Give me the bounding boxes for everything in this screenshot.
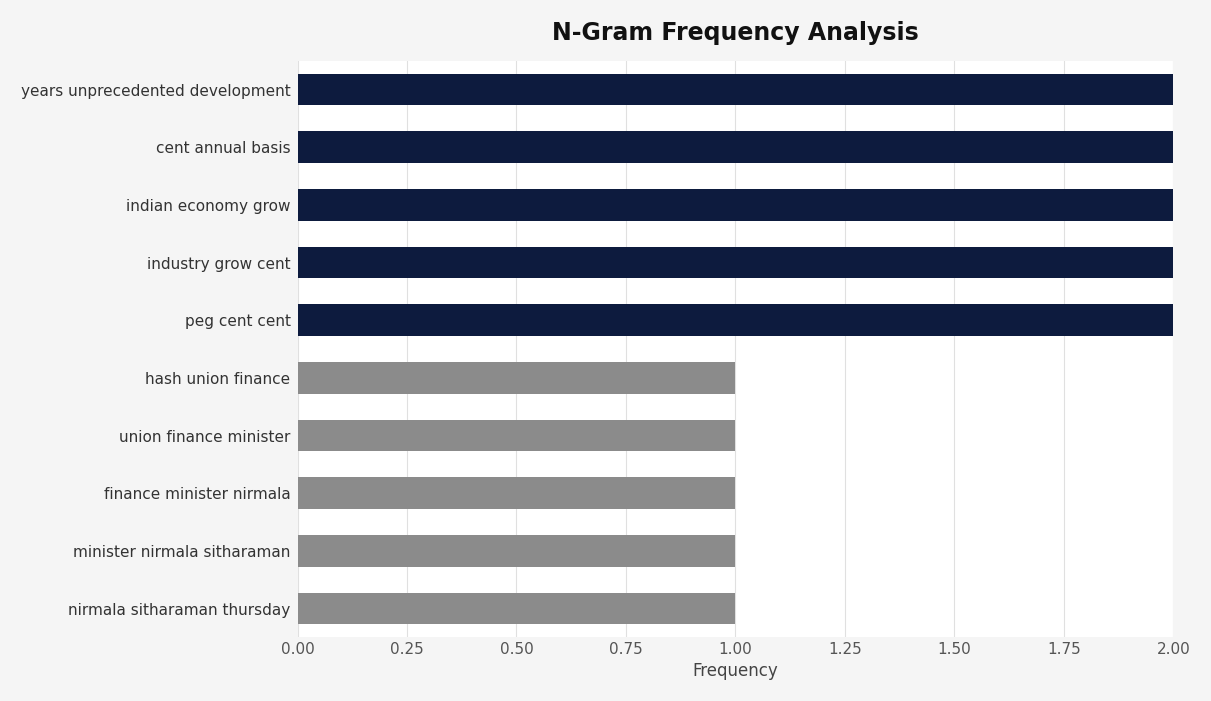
Bar (298, 593, 735, 625)
X-axis label: Frequency: Frequency (693, 662, 779, 680)
Bar (298, 131, 1173, 163)
Bar (298, 535, 735, 567)
Bar (298, 189, 1173, 221)
Bar (298, 420, 735, 451)
Bar (298, 304, 1173, 336)
Bar (298, 247, 1173, 278)
Bar (298, 74, 1173, 105)
Bar (298, 362, 735, 394)
Bar (298, 477, 735, 509)
Title: N-Gram Frequency Analysis: N-Gram Frequency Analysis (552, 21, 919, 45)
